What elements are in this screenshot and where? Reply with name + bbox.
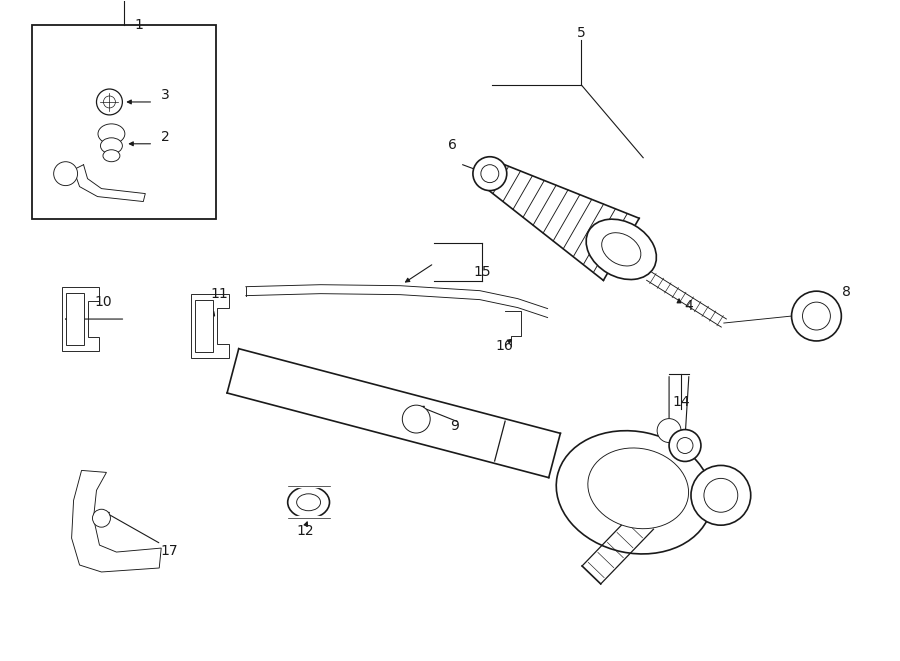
Ellipse shape — [556, 431, 712, 554]
Text: 13: 13 — [712, 488, 730, 502]
Text: 14: 14 — [672, 395, 689, 408]
Ellipse shape — [297, 494, 320, 511]
Circle shape — [472, 157, 507, 190]
Polygon shape — [66, 293, 84, 345]
Ellipse shape — [288, 486, 329, 518]
Ellipse shape — [586, 219, 656, 280]
Ellipse shape — [103, 150, 120, 162]
Polygon shape — [61, 287, 100, 351]
Ellipse shape — [602, 233, 641, 266]
Circle shape — [691, 465, 751, 525]
Text: 17: 17 — [160, 544, 178, 558]
Text: 10: 10 — [94, 295, 112, 309]
Text: 9: 9 — [451, 418, 459, 432]
Circle shape — [54, 162, 77, 186]
Polygon shape — [195, 300, 213, 352]
Polygon shape — [72, 471, 161, 572]
Text: 12: 12 — [297, 524, 314, 538]
Ellipse shape — [98, 124, 125, 144]
Text: 3: 3 — [161, 88, 170, 102]
Bar — [32, 25, 216, 219]
Text: 5: 5 — [577, 26, 586, 40]
Circle shape — [669, 430, 701, 461]
Circle shape — [657, 418, 681, 442]
Ellipse shape — [101, 137, 122, 154]
Circle shape — [402, 405, 430, 433]
Circle shape — [481, 165, 499, 182]
Text: 1: 1 — [135, 19, 144, 32]
Text: 16: 16 — [496, 339, 514, 353]
Circle shape — [93, 509, 111, 527]
Text: 11: 11 — [210, 287, 228, 301]
Text: 8: 8 — [842, 285, 850, 299]
Text: 2: 2 — [161, 130, 170, 144]
Circle shape — [803, 302, 831, 330]
Text: 6: 6 — [447, 137, 456, 152]
Text: 7: 7 — [627, 243, 635, 256]
Text: 15: 15 — [473, 265, 491, 279]
Polygon shape — [191, 294, 229, 358]
Text: 4: 4 — [685, 299, 693, 313]
Circle shape — [792, 291, 842, 341]
Circle shape — [677, 438, 693, 453]
Circle shape — [704, 479, 738, 512]
Circle shape — [96, 89, 122, 115]
Circle shape — [104, 96, 115, 108]
Ellipse shape — [588, 448, 688, 529]
